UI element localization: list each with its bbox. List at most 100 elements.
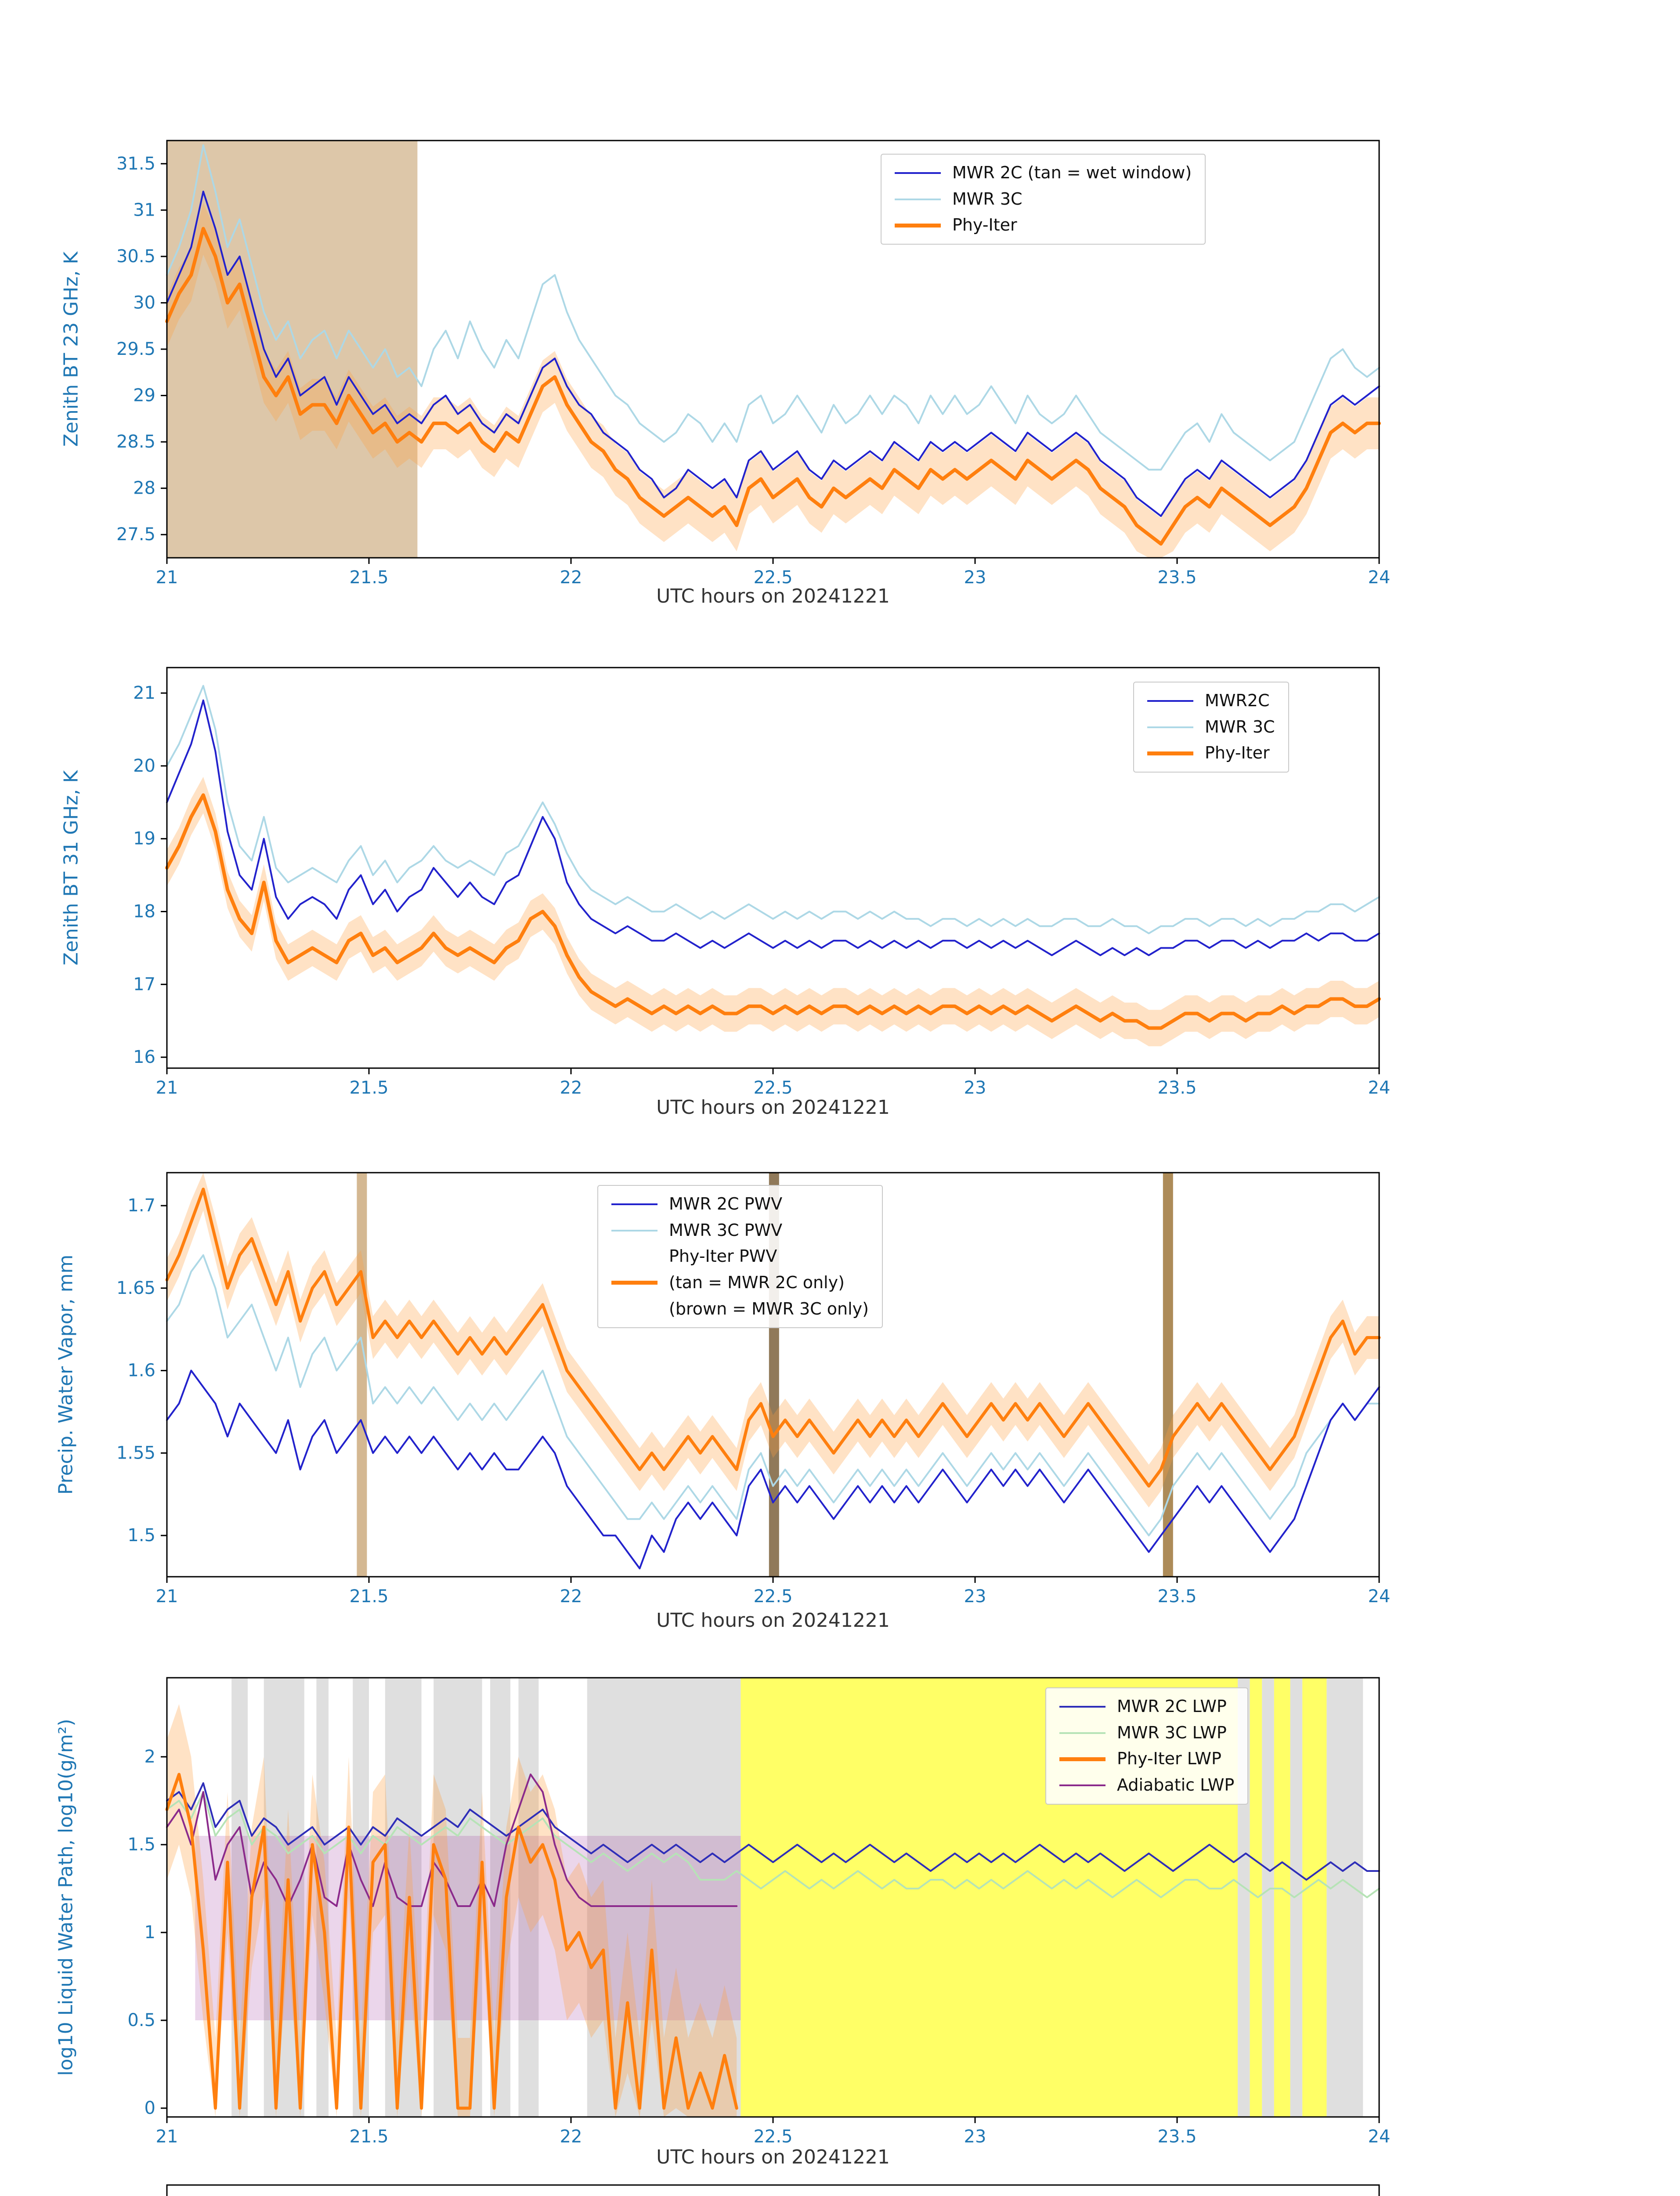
series-line-adiabatic-lwp (166, 1773, 738, 1907)
y-tick-label: 29 (133, 386, 155, 406)
legend-entry: MWR 3C (1147, 717, 1275, 737)
region-wet-window (167, 141, 418, 558)
region-gray-flag (518, 1678, 539, 2117)
ylabel-pwv: Precip. Water Vapor, mm (54, 1254, 77, 1495)
y-tick-label: 1.5 (127, 1835, 155, 1855)
x-tick-label: 22 (560, 567, 582, 588)
legend-line-sample (1059, 1757, 1106, 1761)
x-tick-label: 22.5 (753, 2127, 792, 2147)
series-line-phy-iter-pwv (165, 1188, 1381, 1488)
legend-label: MWR 2C PWV (669, 1194, 783, 1214)
x-tick-label: 21 (156, 1078, 178, 1098)
y-tick-label: 20 (133, 756, 155, 776)
ylabel-lwp: log10 Liquid Water Path, log10(g/m²) (54, 1719, 77, 2076)
legend-line-sample (611, 1281, 658, 1285)
x-tick-label: 21 (156, 2127, 178, 2147)
x-tick-label: 24 (1368, 2127, 1391, 2147)
uncertainty-band-pwv (167, 1173, 1379, 1508)
x-tick-label: 23.5 (1157, 1078, 1196, 1098)
legend-entry: Phy-Iter LWP (1059, 1749, 1234, 1769)
series-line-mwr2c (166, 699, 1380, 956)
legend-label: Adiabatic LWP (1117, 1775, 1235, 1795)
y-tick-label: 0 (145, 2098, 155, 2118)
x-tick-label: 22.5 (753, 1586, 792, 1607)
legend-line-sample (895, 198, 941, 200)
x-tick-label: 21.5 (349, 2127, 388, 2147)
legend-line-sample (1059, 1705, 1106, 1708)
x-tick-label: 23 (964, 1586, 986, 1607)
legend-entry: MWR 2C LWP (1059, 1697, 1234, 1716)
y-tick-label: 18 (133, 901, 155, 921)
legend-lwp: MWR 2C LWP MWR 3C LWP Phy-Iter LWP Adiabati… (1045, 1687, 1249, 1805)
legend-label: MWR 2C LWP (1117, 1697, 1227, 1716)
xlabel-lwp: UTC hours on 20241221 (656, 2146, 890, 2168)
legend-label: Phy-Iter (952, 215, 1017, 235)
axes-frame-dqflag (166, 2184, 1380, 2196)
series-line-phy-iter-lwp (165, 1773, 738, 2110)
legend-label: MWR 3C (1205, 717, 1275, 737)
xlabel-bt23: UTC hours on 20241221 (656, 585, 890, 607)
x-tick-label: 22 (560, 2127, 582, 2147)
y-tick-label: 31 (133, 200, 155, 220)
x-tick-label: 23.5 (1157, 2127, 1196, 2147)
uncertainty-band-bt31 (167, 777, 1379, 1047)
x-tick-label: 23 (964, 2127, 986, 2147)
legend-label: MWR2C (1205, 691, 1270, 710)
legend-entry: Phy-Iter PWV (611, 1247, 869, 1266)
legend-entry: MWR 2C (tan = wet window) (895, 163, 1192, 183)
x-tick-label: 21 (156, 567, 178, 588)
x-tick-label: 23.5 (1157, 567, 1196, 588)
x-tick-label: 23 (964, 567, 986, 588)
legend-label: Phy-Iter LWP (1117, 1749, 1221, 1769)
uncertainty-band-bt23 (167, 202, 1379, 558)
legend-label: Phy-Iter PWV (669, 1246, 777, 1266)
legend-entry: (tan = MWR 2C only) (611, 1273, 869, 1293)
legend-entry: MWR 3C (895, 189, 1192, 209)
y-tick-label: 0.5 (127, 2010, 155, 2030)
y-tick-label: 28 (133, 478, 155, 498)
legend-entry: Phy-Iter (895, 216, 1192, 235)
legend-entry: MWR 2C PWV (611, 1194, 869, 1214)
legend-label: MWR 3C LWP (1117, 1723, 1227, 1742)
series-line-mwr-3c-pwv (166, 1254, 1380, 1537)
legend-line-sample (1059, 1784, 1106, 1786)
series-line-mwr-3c (166, 685, 1380, 935)
x-tick-label: 22.5 (753, 567, 792, 588)
y-tick-label: 19 (133, 829, 155, 849)
ylabel-bt23: Zenith BT 23 GHz, K (60, 251, 83, 447)
y-tick-label: 30 (133, 293, 155, 313)
legend-line-sample (611, 1203, 658, 1205)
legend-entry: Phy-Iter (1147, 744, 1275, 763)
y-tick-label: 1.65 (116, 1278, 155, 1298)
x-tick-label: 21.5 (349, 1078, 388, 1098)
x-tick-label: 21 (156, 1586, 178, 1607)
x-tick-label: 23 (964, 1078, 986, 1098)
xlabel-pwv: UTC hours on 20241221 (656, 1609, 890, 1632)
panel-bt31: 21 21.5 22 22.5 23 23.5 24 16 17 18 19 20 21 (133, 667, 1391, 1098)
y-tick-label: 1 (145, 1922, 155, 1943)
region-gray-flag (231, 1678, 248, 2117)
y-tick-label: 16 (133, 1047, 155, 1067)
legend-line-sample (895, 172, 941, 174)
region-gray-flag (353, 1678, 369, 2117)
legend-line-sample (895, 223, 941, 228)
ylabel-bt31: Zenith BT 31 GHz, K (60, 770, 83, 966)
region-gray-flag (1326, 1678, 1363, 2117)
y-tick-label: 17 (133, 974, 155, 994)
panel-bt23: 21 21.5 22 22.5 23 23.5 24 27.5 28 28.5 29 29.5 30 30… (116, 140, 1390, 588)
x-tick-label: 22.5 (753, 1078, 792, 1098)
x-tick-label: 24 (1368, 1078, 1391, 1098)
legend-line-sample (1059, 1732, 1106, 1734)
series-line-mwr-2c-pwv (166, 1369, 1380, 1570)
legend-entry: (brown = MWR 3C only) (611, 1299, 869, 1319)
legend-line-sample (611, 1229, 658, 1232)
y-tick-label: 1.7 (127, 1196, 155, 1216)
legend-label: (brown = MWR 3C only) (669, 1299, 869, 1318)
legend-bt31: MWR2C MWR 3C Phy-Iter (1133, 682, 1289, 773)
region-yellow-flag (1274, 1678, 1290, 2117)
x-tick-label: 21.5 (349, 567, 388, 588)
x-tick-label: 22 (560, 1586, 582, 1607)
region-gray-flag (587, 1678, 741, 2117)
